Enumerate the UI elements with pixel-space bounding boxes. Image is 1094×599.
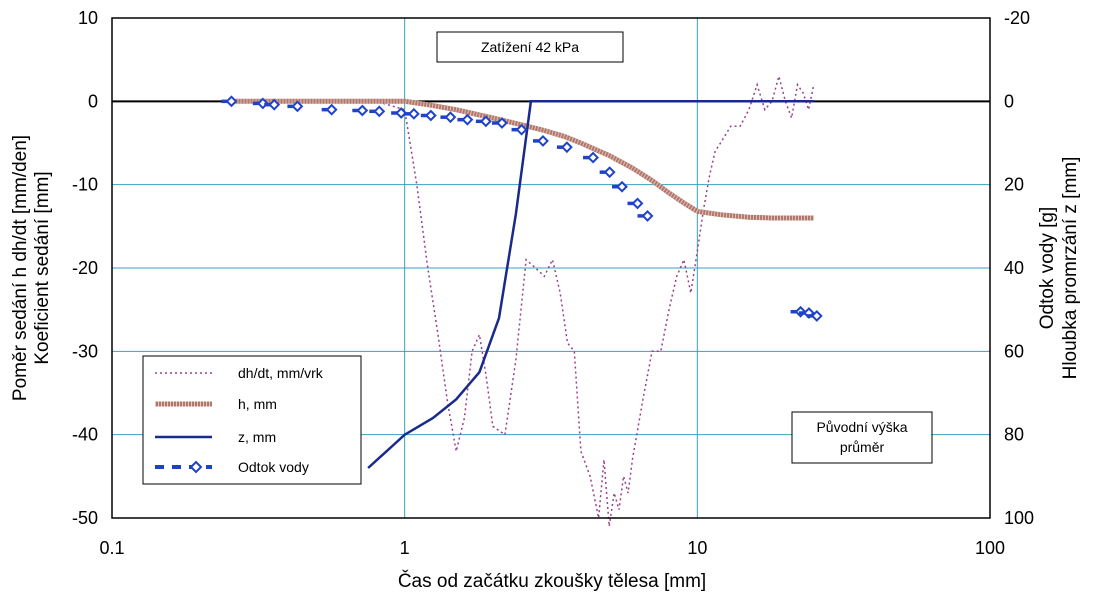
x-tick-label: 0.1	[99, 538, 124, 558]
y-tick-label: -50	[72, 508, 98, 528]
y2-axis-label-line1: Odtok vody [g]	[1037, 207, 1058, 330]
legend: dh/dt, mm/vrk h, mm z, mm Odtok vody	[142, 355, 362, 485]
y-tick-label: 10	[78, 8, 98, 28]
odtok-marker	[407, 107, 420, 120]
odtok-marker	[291, 100, 304, 113]
series-layer	[221, 73, 823, 527]
y2-axis-label-line2: Hloubka promrzání z [mm]	[1060, 157, 1081, 380]
y-tick-label: -30	[72, 341, 98, 361]
load-annotation-box	[436, 31, 624, 63]
legend-label-odtok: Odtok vody	[238, 459, 309, 475]
legend-label-z: z, mm	[238, 429, 276, 445]
odtok-marker	[587, 151, 599, 164]
odtok-marker	[373, 105, 386, 118]
odtok-marker	[603, 166, 616, 179]
odtok-marker	[325, 103, 338, 116]
x-tick-label: 10	[687, 538, 707, 558]
odtok-marker	[268, 98, 281, 111]
legend-label-dhdt: dh/dt, mm/vrk	[238, 365, 324, 381]
odtok-marker	[479, 115, 492, 128]
legend-box	[142, 355, 362, 485]
odtok-marker	[395, 107, 408, 119]
odtok-marker	[444, 111, 457, 124]
y-axis-label-line2: Koeficient sedání [mm]	[32, 171, 53, 364]
x-axis-label: Čas od začátku zkoušky tělesa [mm]	[398, 570, 706, 592]
series-dhdt-line	[228, 73, 815, 527]
odtok-marker	[496, 117, 508, 129]
series-h-hatch	[228, 98, 814, 221]
load-annotation-text: Zatížení 42 kPa	[481, 39, 579, 55]
odtok-marker	[424, 109, 437, 122]
odtok-marker	[616, 180, 628, 193]
odtok-marker	[641, 210, 654, 222]
odtok-marker	[356, 104, 369, 117]
odtok-marker	[256, 97, 269, 110]
y2-tick-label: 80	[1004, 425, 1024, 445]
y2-tick-labels: -20 0 20 40 60 80 100	[1004, 8, 1034, 528]
x-tick-label: 100	[975, 538, 1005, 558]
height-annotation-box	[791, 411, 933, 464]
y2-tick-label: 40	[1004, 258, 1024, 278]
x-tick-labels: 0.1 1 10 100	[99, 538, 1005, 558]
odtok-marker	[537, 135, 549, 147]
y-tick-label: -10	[72, 175, 98, 195]
y2-tick-label: 20	[1004, 175, 1024, 195]
y2-tick-label: 100	[1004, 508, 1034, 528]
legend-label-h: h, mm	[238, 396, 277, 412]
series-z-line	[367, 100, 814, 469]
y-axis-label-line1: Poměr sedání h dh/dt [mm/den]	[10, 135, 31, 401]
odtok-marker	[560, 141, 573, 154]
height-annotation-line2: průměr	[840, 439, 885, 455]
odtok-marker	[631, 197, 644, 210]
y-tick-label: -20	[72, 258, 98, 278]
odtok-marker	[225, 95, 238, 108]
y2-tick-label: 0	[1004, 91, 1014, 111]
plot-frame	[111, 17, 991, 519]
odtok-marker	[810, 310, 823, 322]
y-tick-label: 0	[88, 91, 98, 111]
y-tick-label: -40	[72, 425, 98, 445]
y2-tick-label: -20	[1004, 8, 1030, 28]
y-tick-labels: 10 0 -10 -20 -30 -40 -50	[72, 8, 98, 528]
y2-tick-label: 60	[1004, 341, 1024, 361]
legend-swatch-odtok-marker	[189, 460, 203, 474]
x-tick-label: 1	[400, 538, 410, 558]
odtok-marker	[461, 113, 474, 126]
odtok-marker	[515, 123, 528, 136]
height-annotation-line1: Původní výška	[816, 419, 907, 435]
